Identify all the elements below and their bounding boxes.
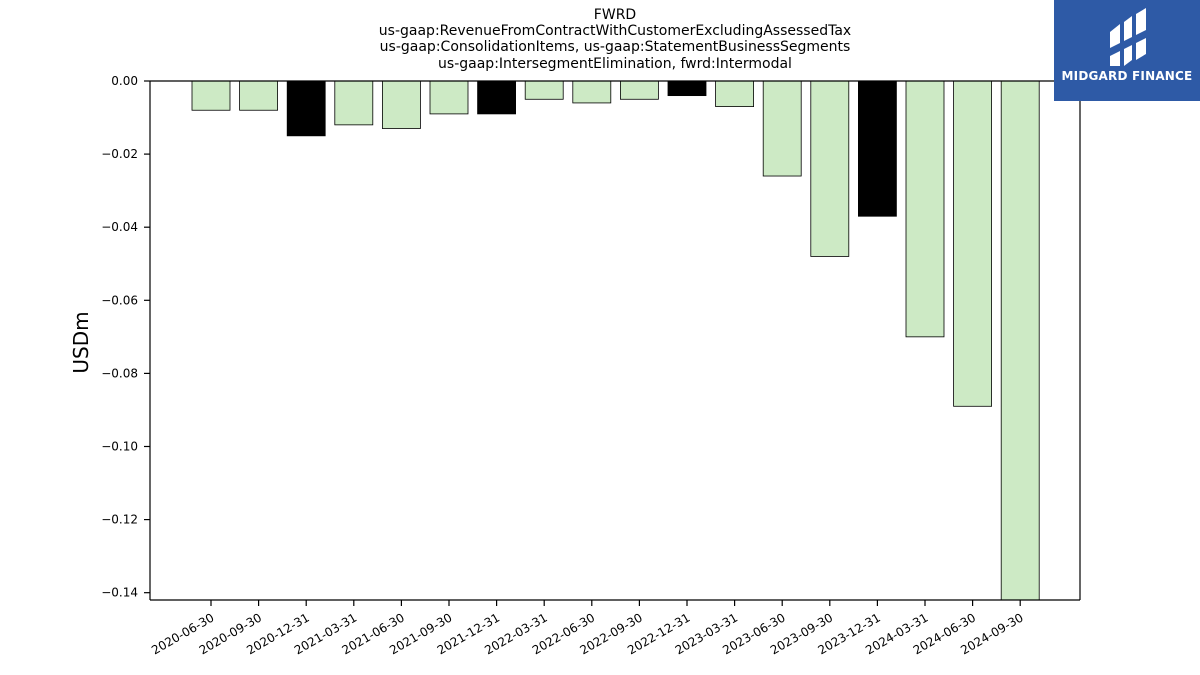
bar bbox=[524, 80, 564, 100]
bar bbox=[239, 80, 279, 111]
bar bbox=[905, 80, 945, 338]
y-tick-label: −0.04 bbox=[101, 220, 138, 234]
bar bbox=[477, 80, 517, 115]
bar bbox=[429, 80, 469, 115]
y-axis-label: USDm bbox=[69, 311, 93, 373]
chart-title-line: us-gaap:IntersegmentElimination, fwrd:In… bbox=[438, 56, 792, 72]
logo-mark-icon bbox=[1110, 8, 1146, 66]
bar bbox=[667, 80, 707, 97]
bar bbox=[762, 80, 802, 177]
bar bbox=[858, 80, 897, 217]
bar bbox=[620, 80, 659, 100]
y-tick-label: −0.02 bbox=[101, 147, 138, 161]
bar bbox=[953, 80, 992, 407]
chart-title-line: us-gaap:ConsolidationItems, us-gaap:Stat… bbox=[379, 39, 851, 55]
bar bbox=[381, 80, 421, 129]
bar bbox=[334, 80, 374, 126]
y-tick-label: −0.14 bbox=[101, 586, 138, 600]
y-tick-label: −0.10 bbox=[101, 439, 138, 453]
brand-logo: MIDGARD FINANCE bbox=[1054, 0, 1200, 101]
bar bbox=[572, 80, 612, 104]
y-tick-label: −0.06 bbox=[101, 293, 138, 307]
bar bbox=[1000, 80, 1040, 601]
bar bbox=[810, 80, 850, 257]
chart-title-line: us-gaap:RevenueFromContractWithCustomerE… bbox=[378, 23, 852, 39]
bar bbox=[715, 80, 754, 107]
y-tick-label: −0.12 bbox=[101, 513, 138, 527]
logo-text: MIDGARD FINANCE bbox=[1061, 69, 1193, 83]
bar bbox=[286, 80, 326, 137]
bar bbox=[191, 80, 231, 111]
chart-title-line: FWRD bbox=[593, 7, 637, 23]
y-tick-label: −0.08 bbox=[101, 366, 138, 380]
y-tick-label: 0.00 bbox=[111, 74, 138, 88]
